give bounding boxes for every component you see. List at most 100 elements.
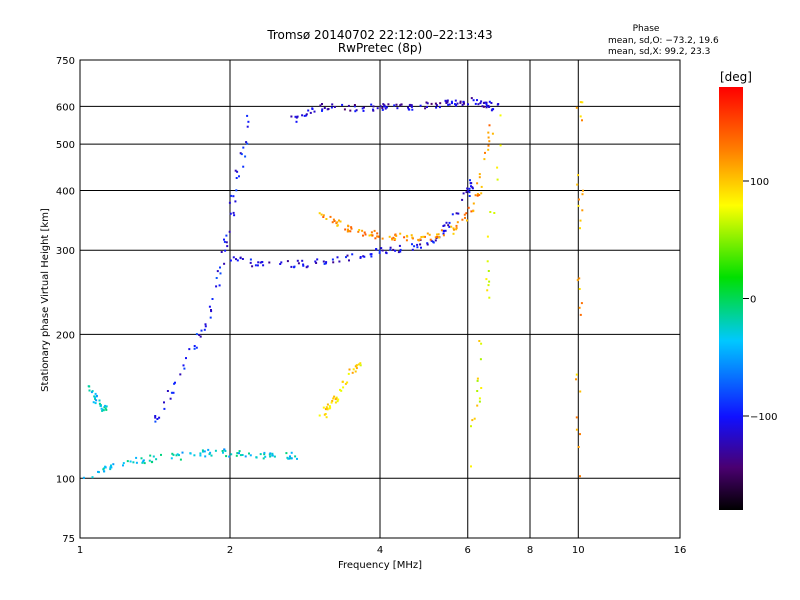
data-point — [353, 104, 356, 106]
data-point — [129, 460, 132, 463]
data-point — [193, 454, 196, 457]
data-point — [244, 455, 247, 458]
data-point — [487, 104, 490, 107]
data-point — [434, 236, 437, 239]
data-point — [455, 212, 458, 215]
data-point — [450, 225, 453, 228]
data-point — [488, 140, 491, 143]
data-point — [149, 454, 152, 457]
data-point — [465, 191, 468, 194]
data-point — [204, 325, 207, 328]
data-point — [88, 385, 91, 388]
data-point — [424, 235, 426, 238]
data-point — [294, 115, 297, 118]
data-point — [216, 270, 219, 273]
data-point — [322, 406, 325, 409]
y-axis-label: Stationary phase Virtual Height [km] — [40, 208, 51, 392]
y-tick-label: 75 — [62, 534, 75, 545]
data-point — [376, 232, 379, 235]
data-point — [225, 455, 228, 458]
data-point — [203, 328, 206, 331]
data-point — [351, 253, 354, 256]
data-point — [343, 108, 346, 111]
data-point — [332, 397, 335, 400]
data-point — [455, 228, 458, 231]
data-point — [581, 193, 584, 196]
data-point — [581, 101, 584, 104]
data-point — [496, 103, 499, 106]
data-point — [471, 419, 474, 422]
data-point — [263, 451, 266, 454]
data-point — [238, 450, 241, 453]
data-point — [248, 452, 250, 455]
data-point — [357, 230, 360, 233]
data-point — [254, 264, 257, 267]
data-point — [381, 237, 384, 240]
data-point — [578, 306, 581, 309]
data-point — [226, 245, 229, 248]
data-point — [336, 400, 339, 403]
data-point — [236, 170, 239, 173]
data-point — [102, 467, 105, 470]
data-point — [94, 392, 97, 395]
data-point — [221, 450, 224, 452]
data-point — [376, 107, 379, 110]
plot-frame — [79, 59, 681, 539]
data-point — [579, 433, 581, 436]
data-point — [242, 165, 245, 168]
data-point — [154, 420, 157, 423]
data-point — [346, 381, 349, 384]
data-point — [210, 454, 213, 457]
data-point — [235, 177, 238, 179]
data-point — [491, 132, 494, 135]
data-point — [410, 105, 413, 108]
data-point — [199, 454, 202, 457]
data-point — [472, 210, 475, 213]
data-point — [260, 261, 263, 264]
data-point — [479, 102, 482, 105]
data-point — [359, 364, 362, 367]
data-point — [235, 454, 238, 457]
x-tick-label: 16 — [674, 545, 687, 556]
data-point — [372, 109, 375, 112]
data-point — [195, 346, 198, 349]
data-point — [432, 241, 435, 244]
data-point — [445, 221, 448, 224]
data-point — [264, 455, 267, 458]
data-point — [362, 255, 365, 258]
data-point — [417, 239, 420, 242]
data-point — [280, 261, 283, 264]
data-point — [499, 144, 502, 147]
data-point — [463, 102, 465, 105]
data-point — [577, 174, 580, 177]
data-point — [224, 450, 227, 452]
data-point — [480, 387, 483, 389]
y-tick-label: 100 — [56, 474, 75, 485]
x-tick-label: 6 — [465, 545, 471, 556]
data-point — [396, 107, 399, 110]
data-point — [319, 104, 322, 107]
colorbar-tick-label: 0 — [750, 295, 756, 306]
data-point — [311, 107, 314, 110]
data-point — [381, 249, 384, 252]
data-point — [357, 363, 360, 366]
data-point — [273, 455, 276, 458]
data-point — [98, 402, 101, 405]
data-point — [411, 243, 413, 246]
data-point — [324, 413, 327, 415]
data-point — [314, 260, 317, 263]
data-point — [410, 104, 413, 107]
data-point — [342, 386, 345, 389]
data-point — [98, 399, 101, 402]
data-point — [286, 260, 289, 263]
data-point — [485, 104, 488, 107]
data-point — [303, 114, 306, 117]
data-point — [332, 261, 335, 264]
data-point — [353, 105, 356, 108]
data-point — [241, 454, 244, 456]
data-point — [333, 395, 336, 398]
data-point — [341, 103, 344, 106]
data-point — [325, 407, 328, 410]
data-point — [346, 230, 349, 233]
data-point — [262, 264, 265, 267]
